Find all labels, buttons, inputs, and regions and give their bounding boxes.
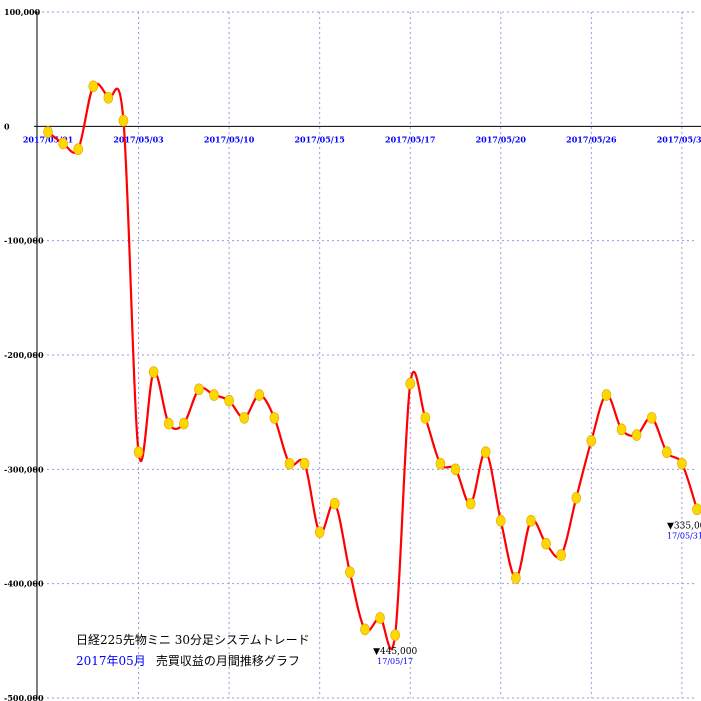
data-point xyxy=(269,412,280,424)
data-point xyxy=(329,497,340,510)
data-point xyxy=(435,457,446,470)
chart-subtitle-period: 2017年05月 xyxy=(76,654,146,668)
x-tick-label: 2017/05/17 xyxy=(385,134,435,144)
data-point xyxy=(375,612,385,624)
min-value-label: ▼335,000 xyxy=(667,521,701,531)
y-tick-label: 100,000 xyxy=(4,7,41,17)
data-point xyxy=(73,143,83,155)
x-tick-label: 2017/05/26 xyxy=(566,134,617,144)
data-point xyxy=(571,492,582,504)
data-point xyxy=(556,549,566,561)
data-point xyxy=(43,126,53,138)
data-point xyxy=(103,91,114,104)
min-date-label: 17/05/31 xyxy=(667,531,701,540)
data-point xyxy=(390,629,400,641)
y-tick-label: 0 xyxy=(4,121,10,131)
grid-lines xyxy=(37,11,696,699)
data-point xyxy=(284,457,295,470)
x-tick-label: 2017/05/10 xyxy=(204,134,255,144)
data-point xyxy=(631,429,642,441)
data-point xyxy=(239,412,250,424)
data-point xyxy=(163,417,174,430)
x-axis-tick-labels: 2017/05/01 2017/05/03 2017/05/10 2017/05/15… xyxy=(23,134,701,144)
y-tick-label: -400,000 xyxy=(4,579,44,589)
y-axis-tick-labels: 100,000 0 -100,000 -200,000 -300,000 -400,000… xyxy=(4,7,44,701)
data-point xyxy=(209,389,219,401)
data-point xyxy=(495,514,506,527)
chart-title: 日経225先物ミニ 30分足システムトレード xyxy=(76,633,310,647)
data-point xyxy=(616,423,627,436)
data-point xyxy=(450,463,461,476)
series-line xyxy=(47,82,699,650)
y-tick-label: -300,000 xyxy=(4,464,44,474)
data-point xyxy=(541,537,551,550)
data-point xyxy=(118,114,129,127)
y-tick-label: -500,000 xyxy=(4,693,44,701)
x-tick-label: 2017/05/01 xyxy=(23,134,73,144)
data-point xyxy=(480,446,491,458)
chart-title-block: 日経225先物ミニ 30分足システムトレード 2017年05月 売買収益の月間推移… xyxy=(76,633,310,668)
data-point xyxy=(345,566,355,579)
chart-subtitle-text: 売買収益の月間推移グラフ xyxy=(156,653,300,668)
series-line-group xyxy=(47,82,699,650)
data-point xyxy=(254,389,265,401)
data-point xyxy=(692,503,701,516)
axes xyxy=(34,11,701,699)
data-point xyxy=(58,137,68,150)
data-point xyxy=(420,412,431,424)
data-point-markers xyxy=(43,80,701,641)
data-point xyxy=(360,623,370,636)
data-point xyxy=(224,394,234,407)
data-point xyxy=(511,572,521,584)
data-point xyxy=(586,434,597,447)
x-tick-label: 2017/05/20 xyxy=(476,134,527,144)
min-date-label: 17/05/17 xyxy=(377,657,413,666)
data-point xyxy=(677,457,687,470)
data-point xyxy=(526,514,536,527)
data-point xyxy=(133,446,144,458)
data-point xyxy=(662,446,672,458)
data-point xyxy=(601,389,612,401)
x-tick-label: 2017/05/03 xyxy=(113,134,164,144)
x-tick-label: 2017/05/15 xyxy=(294,134,344,144)
data-point xyxy=(646,412,657,424)
data-point xyxy=(179,417,189,430)
data-point xyxy=(88,80,99,93)
chart-subtitle: 2017年05月 売買収益の月間推移グラフ xyxy=(76,653,300,668)
data-point xyxy=(405,377,416,390)
x-tick-label: 2017/05/31 xyxy=(657,134,701,144)
data-point xyxy=(314,526,325,539)
data-point xyxy=(465,497,476,510)
y-tick-label: -100,000 xyxy=(4,236,44,246)
data-point xyxy=(299,457,310,470)
y-tick-label: -200,000 xyxy=(4,350,44,360)
data-point xyxy=(194,383,204,396)
data-point xyxy=(148,366,159,378)
min-value-label: ▼445,000 xyxy=(373,647,417,657)
